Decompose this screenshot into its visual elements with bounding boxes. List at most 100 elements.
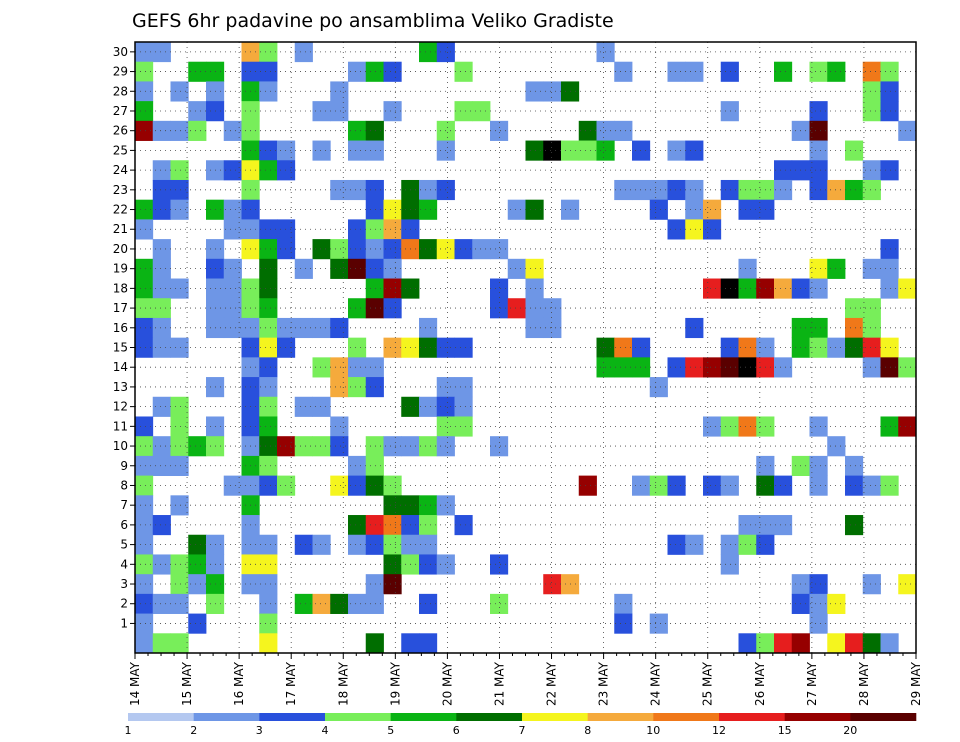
heatmap-cell — [738, 534, 757, 555]
heatmap-cell — [259, 239, 278, 260]
heatmap-cell — [880, 475, 899, 496]
heatmap-cell — [738, 515, 757, 536]
heatmap-cell — [365, 140, 384, 161]
heatmap-cell — [862, 61, 881, 82]
colorbar-segment — [522, 713, 588, 721]
heatmap-cell — [135, 613, 154, 634]
heatmap-cell — [312, 101, 331, 122]
x-tick-label: 29 MAY — [909, 661, 923, 706]
heatmap-cell — [809, 101, 828, 122]
heatmap-cell — [578, 140, 597, 161]
heatmap-cell — [294, 593, 313, 614]
heatmap-cell — [862, 337, 881, 358]
heatmap-cell — [809, 416, 828, 437]
heatmap-cell — [720, 278, 739, 299]
heatmap-cell — [152, 593, 171, 614]
colorbar-segment — [587, 713, 654, 721]
heatmap-cell — [774, 475, 793, 496]
heatmap-cell — [525, 140, 544, 161]
heatmap-cell — [419, 199, 438, 220]
heatmap-cell — [898, 278, 917, 299]
heatmap-cell — [880, 416, 899, 437]
heatmap-cell — [720, 357, 739, 378]
heatmap-cell — [738, 416, 757, 437]
heatmap-cell — [330, 81, 349, 102]
heatmap-cell — [525, 199, 544, 220]
heatmap-cell — [294, 436, 313, 457]
heatmap-cell — [703, 416, 722, 437]
heatmap-cell — [330, 377, 349, 398]
y-tick-label: 8 — [120, 478, 128, 492]
y-tick-label: 18 — [113, 281, 128, 295]
heatmap-cell — [738, 179, 757, 201]
y-tick-label: 20 — [113, 242, 128, 256]
heatmap-cell — [862, 160, 881, 181]
heatmap-cell — [348, 377, 367, 398]
heatmap-cell — [365, 199, 384, 220]
heatmap-cell — [862, 633, 881, 654]
y-tick-label: 21 — [113, 222, 128, 236]
heatmap-cell — [135, 258, 154, 279]
heatmap-cell — [614, 120, 633, 141]
heatmap-cell — [614, 593, 633, 614]
heatmap-cell — [383, 495, 402, 516]
heatmap-cell — [614, 357, 633, 378]
heatmap-cell — [170, 574, 189, 595]
heatmap-cell — [649, 199, 668, 220]
heatmap-cell — [348, 140, 367, 161]
heatmap-cell — [135, 515, 154, 536]
y-tick-label: 7 — [120, 498, 128, 512]
y-tick-label: 4 — [120, 557, 128, 571]
heatmap-cell — [472, 101, 491, 122]
heatmap-cell — [649, 377, 668, 398]
heatmap-cell — [348, 357, 367, 378]
heatmap-cell — [223, 317, 242, 339]
heatmap-cell — [259, 61, 278, 82]
heatmap-cell — [135, 101, 154, 122]
heatmap-cell — [188, 574, 207, 595]
heatmap-cell — [259, 160, 278, 181]
heatmap-cell — [845, 179, 864, 201]
y-tick-label: 30 — [113, 45, 128, 59]
heatmap-cell — [330, 436, 349, 457]
heatmap-cell — [170, 199, 189, 220]
heatmap-cell — [845, 515, 864, 536]
heatmap-cell — [827, 61, 846, 82]
heatmap-cell — [454, 337, 473, 358]
y-tick-label: 9 — [120, 459, 128, 473]
heatmap-cell — [277, 140, 296, 161]
heatmap-cell — [543, 317, 562, 339]
heatmap-cell — [649, 475, 668, 496]
heatmap-cell — [152, 42, 171, 63]
heatmap-cell — [365, 593, 384, 614]
heatmap-cell — [419, 179, 438, 201]
heatmap-cell — [809, 278, 828, 299]
x-tick-label: 17 MAY — [284, 661, 298, 706]
heatmap-cell — [365, 515, 384, 536]
heatmap-cell — [419, 593, 438, 614]
heatmap-cell — [223, 258, 242, 279]
heatmap-cell — [259, 377, 278, 398]
y-tick-label: 22 — [113, 203, 128, 217]
y-tick-label: 26 — [113, 124, 128, 138]
heatmap-cell — [720, 534, 739, 555]
heatmap-cell — [525, 317, 544, 339]
heatmap-cell — [152, 515, 171, 536]
heatmap-cell — [667, 534, 686, 555]
heatmap-cell — [348, 298, 367, 319]
heatmap-cell — [703, 199, 722, 220]
x-tick-label: 28 MAY — [857, 661, 871, 706]
heatmap-cell — [880, 160, 899, 181]
heatmap-cell — [898, 416, 917, 437]
heatmap-cell — [223, 160, 242, 181]
heatmap-cell — [170, 81, 189, 102]
heatmap-cell — [632, 140, 651, 161]
heatmap-cell — [259, 593, 278, 614]
heatmap-cell — [614, 179, 633, 201]
heatmap-cell — [667, 219, 686, 240]
colorbar-label: 7 — [519, 724, 526, 737]
heatmap-cell — [365, 61, 384, 82]
heatmap-cell — [152, 179, 171, 201]
heatmap-cell — [330, 101, 349, 122]
heatmap-cell — [365, 475, 384, 496]
